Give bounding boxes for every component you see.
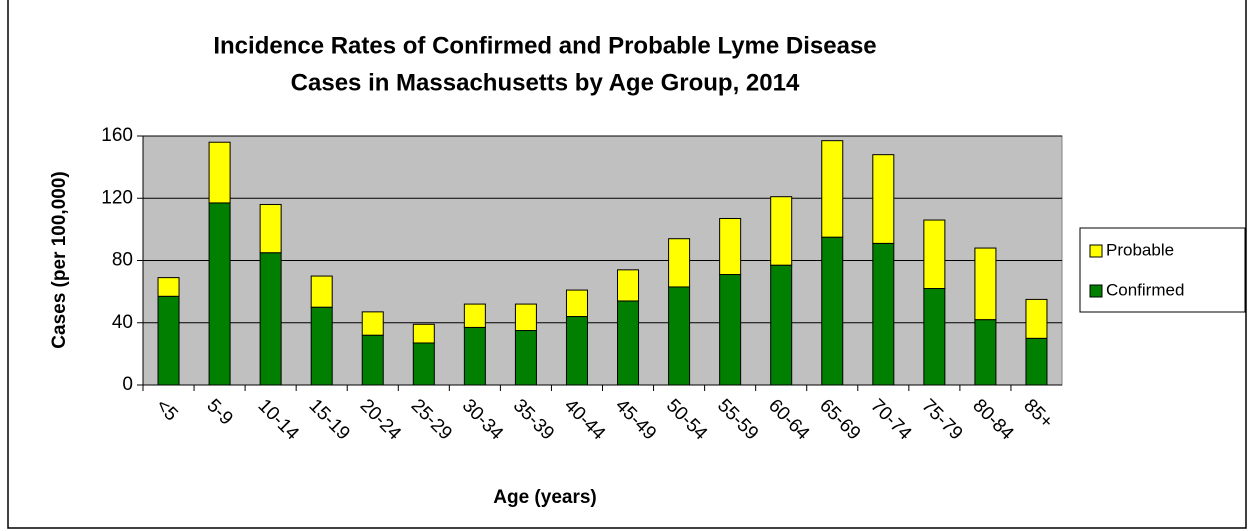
chart-title: Cases in Massachusetts by Age Group, 201…: [291, 69, 800, 96]
legend-box: [1079, 227, 1246, 313]
chart-title: Incidence Rates of Confirmed and Probabl…: [213, 32, 876, 59]
bar-segment: [1025, 337, 1048, 386]
y-tick-label: 120: [101, 187, 133, 208]
bar-segment: [259, 252, 282, 386]
y-axis-label: Cases (per 100,000): [49, 171, 70, 348]
bar-segment: [157, 295, 180, 386]
bar-segment: [770, 196, 793, 266]
bar-segment: [412, 323, 435, 344]
bar-segment: [770, 264, 793, 386]
y-tick-label: 160: [101, 125, 133, 146]
bar-segment: [208, 141, 231, 204]
bar-segment: [463, 303, 486, 328]
legend-swatch: [1089, 284, 1103, 298]
bar-segment: [668, 238, 691, 288]
legend-label: Probable: [1106, 240, 1174, 259]
bar-segment: [617, 269, 640, 302]
bar-segment: [1025, 298, 1048, 339]
bar-segment: [821, 140, 844, 238]
bar-segment: [923, 219, 946, 290]
bar-segment: [259, 203, 282, 254]
bar-segment: [514, 303, 537, 332]
bar-segment: [719, 274, 742, 386]
bar-segment: [514, 330, 537, 386]
legend-swatch: [1089, 244, 1103, 258]
bar-segment: [208, 202, 231, 386]
bar-segment: [412, 342, 435, 386]
bar-segment: [974, 319, 997, 386]
bar-segment: [617, 300, 640, 386]
bar-segment: [463, 326, 486, 386]
bar-segment: [719, 217, 742, 276]
y-tick-label: 80: [112, 250, 133, 271]
bar-segment: [361, 334, 384, 386]
bar-segment: [565, 316, 588, 386]
y-tick-label: 40: [112, 312, 133, 333]
y-tick-label: 0: [122, 374, 133, 395]
bar-segment: [872, 242, 895, 386]
bar-segment: [310, 306, 333, 386]
bar-segment: [310, 275, 333, 308]
x-axis-label: Age (years): [493, 487, 597, 508]
bar-segment: [872, 154, 895, 244]
bar-segment: [974, 247, 997, 321]
legend-label: Confirmed: [1106, 280, 1184, 299]
bar-segment: [361, 311, 384, 336]
bar-segment: [821, 236, 844, 386]
bar-segment: [157, 277, 180, 297]
bar-segment: [565, 289, 588, 318]
bar-segment: [668, 286, 691, 386]
bar-segment: [923, 288, 946, 386]
